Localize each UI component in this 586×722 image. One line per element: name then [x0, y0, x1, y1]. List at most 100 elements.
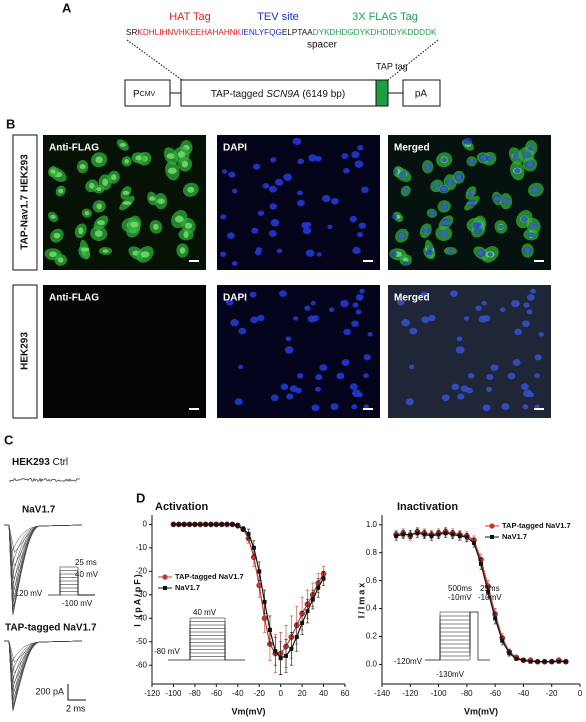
nucleus: [451, 383, 460, 391]
cell-bright: [102, 249, 109, 253]
x-tick-label: -100: [431, 689, 448, 698]
nucleus: [360, 186, 369, 194]
nucleus: [357, 232, 364, 238]
point: [408, 532, 413, 537]
protocol: [425, 611, 490, 661]
nucleus: [349, 215, 358, 223]
point: [535, 659, 540, 664]
nucleus: [279, 290, 287, 297]
nucleus: [463, 137, 473, 146]
point: [284, 653, 289, 658]
inset-label: 40 mV: [193, 608, 217, 617]
legend-label: NaV1.7: [175, 583, 200, 592]
inset-label: -120mV: [394, 657, 423, 666]
nucleus: [270, 219, 280, 227]
nucleus: [422, 227, 430, 234]
seq-part: SR: [126, 28, 137, 37]
inset-label: 25ms: [480, 584, 500, 593]
gene-name: SCN9A: [266, 89, 300, 100]
nucleus: [512, 359, 521, 366]
nucleus: [464, 316, 470, 321]
nucleus: [341, 359, 350, 366]
ctrl-label: HEK293 Ctrl: [12, 457, 68, 468]
nucleus: [446, 178, 455, 186]
nucleus: [327, 224, 333, 230]
point: [556, 659, 561, 664]
legend-marker: [490, 535, 494, 539]
point: [415, 531, 420, 536]
nucleus: [530, 288, 536, 294]
polya-label: pA: [415, 89, 428, 100]
dotted-guide: [387, 39, 439, 81]
cell-bright: [181, 160, 189, 168]
gene-prefix: TAP-tagged: [211, 89, 266, 100]
nucleus: [343, 168, 350, 174]
point: [198, 522, 203, 527]
nucleus: [315, 374, 323, 381]
legend-marker: [163, 586, 167, 590]
nucleus: [468, 158, 476, 165]
x-tick-label: -80: [189, 689, 201, 698]
y-tick-label: 0.8: [366, 548, 378, 557]
nucleus: [296, 190, 303, 196]
nucleus: [526, 294, 535, 301]
current-trace: [4, 524, 83, 567]
x-axis-label: Vm(mV): [231, 706, 265, 716]
nucleus: [531, 186, 540, 194]
y-tick-label: 0.2: [366, 632, 378, 641]
y-tick-label: -40: [135, 613, 147, 622]
ctrl-text: Ctrl: [50, 457, 68, 468]
point: [507, 651, 512, 656]
cell-bright: [166, 153, 176, 159]
point: [521, 658, 526, 663]
nucleus: [225, 299, 234, 306]
current-trace: [4, 640, 83, 664]
nucleus: [363, 354, 371, 361]
micrographs: Anti-FLAG DAPI Merged Anti-FLAG DAPI Merged: [43, 135, 551, 418]
row-label: HEK293: [20, 332, 31, 370]
nucleus: [308, 154, 317, 162]
nucleus: [234, 398, 243, 406]
cell-bright: [187, 186, 195, 193]
legend-label: NaV1.7: [502, 532, 527, 541]
inset-label: 500ms: [448, 584, 472, 593]
nucleus: [351, 320, 359, 328]
point: [246, 531, 251, 536]
cell-bright: [50, 214, 56, 219]
cell-bright: [97, 220, 105, 226]
cell-bright: [95, 156, 103, 164]
nucleus: [280, 383, 289, 391]
nucleus: [433, 182, 441, 189]
y-tick-label: 0: [143, 519, 148, 528]
nucleus: [428, 210, 436, 216]
cell-bright: [80, 247, 90, 252]
cell-bright: [153, 223, 159, 230]
nucleus: [270, 394, 279, 402]
nucleus: [305, 221, 312, 228]
nucleus: [293, 316, 299, 321]
nucleus: [440, 203, 448, 210]
x-tick-label: 0: [278, 689, 283, 698]
nucleus: [514, 168, 521, 174]
legend-label: TAP-tagged NaV1.7: [502, 521, 571, 530]
nucleus: [340, 299, 349, 308]
nucleus: [255, 246, 262, 253]
nucleus: [328, 307, 335, 313]
flag-tag-label: 3X FLAG Tag: [352, 11, 418, 23]
point: [300, 620, 305, 625]
nucleus: [231, 188, 238, 194]
nucleus: [305, 249, 315, 257]
point: [450, 532, 455, 537]
point: [171, 522, 176, 527]
panel-label: C: [4, 432, 14, 447]
protocol-step: [189, 617, 226, 660]
nucleus: [268, 230, 277, 237]
protocol-label: -100 mV: [62, 599, 93, 608]
protocol-label: 25 ms: [75, 558, 97, 567]
point: [443, 531, 448, 536]
nucleus: [486, 386, 493, 392]
nucleus: [354, 160, 364, 168]
point: [262, 599, 267, 604]
row-label-box: [12, 284, 38, 419]
